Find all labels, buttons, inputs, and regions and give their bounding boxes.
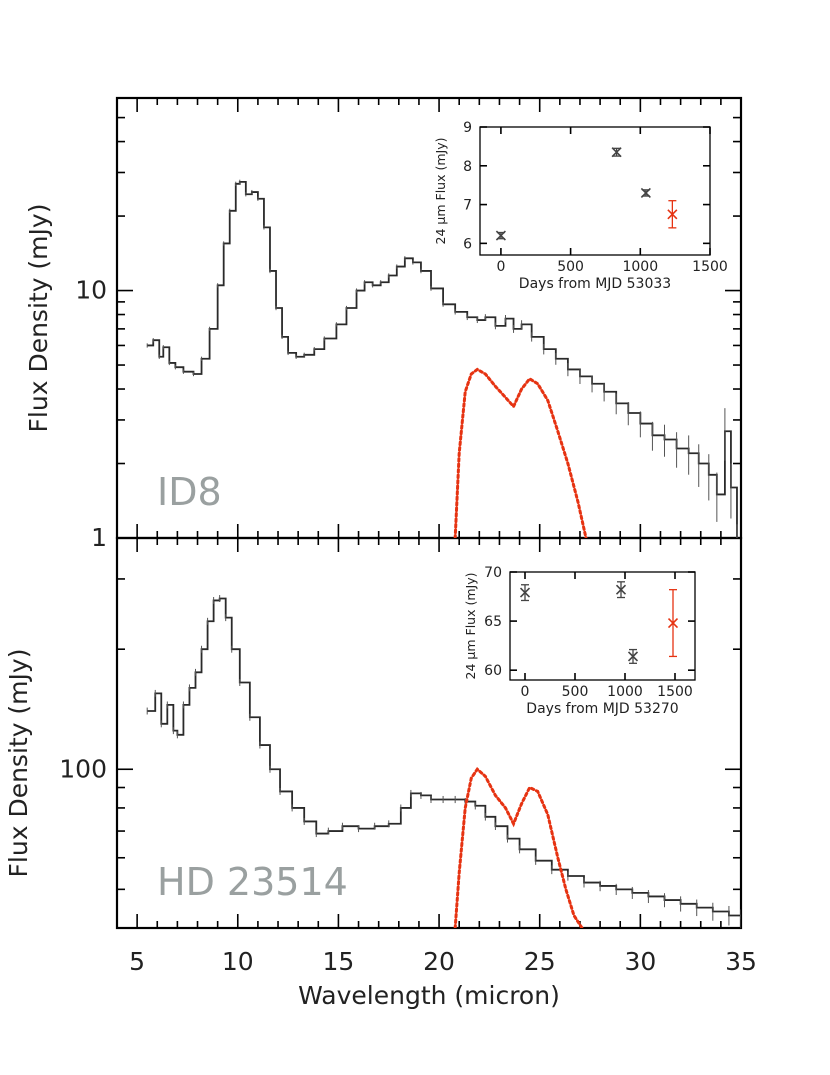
inset-y-label: 24 µm Flux (mJy) [463, 573, 478, 680]
insets-layer: 0 500 1000 1500 6 7 8 9 Days from MJD 53033 24 µm… [433, 120, 728, 717]
inset-x-label: Days from MJD 53033 [519, 276, 671, 292]
inset-frame [479, 126, 711, 256]
inset-x-tick-label: 0 [521, 684, 530, 700]
inset-x-tick-label: 0 [496, 259, 505, 275]
inset-y-tick-label: 6 [463, 236, 472, 252]
panel-hd23514-plot [146, 595, 741, 928]
inset-y-tick-label: 8 [463, 159, 472, 175]
inset-x-tick-label: 1000 [622, 259, 658, 275]
panel-id8-plot [146, 179, 738, 538]
y-tick-label: 1 [91, 523, 107, 552]
inset-x-label: Days from MJD 53270 [526, 701, 678, 717]
spectra-layer [146, 179, 741, 928]
inset-data-point [667, 200, 678, 229]
inset-y-tick-label: 70 [484, 565, 502, 581]
x-tick-label: 15 [323, 947, 355, 976]
inset-data-point [667, 589, 679, 658]
inset-y-tick-label: 60 [484, 663, 502, 679]
panel-hd23514-label: HD 23514 [157, 860, 348, 904]
inset-data-point [519, 584, 531, 602]
x-tick-label: 5 [129, 947, 145, 976]
inset-x-tick-label: 500 [557, 259, 584, 275]
inset-y-label: 24 µm Flux (mJy) [433, 138, 448, 245]
x-tick-label: 20 [423, 947, 455, 976]
inset-x-tick-label: 1000 [607, 684, 643, 700]
inset-data-point [615, 581, 627, 599]
panel-hd23514-ylabel: Flux Density (mJy) [4, 649, 33, 878]
panel-hd23514-frame [115, 536, 743, 930]
inset-y-tick-label: 9 [463, 120, 472, 136]
x-tick-label: 30 [624, 947, 656, 976]
template-dotted-curve [453, 367, 588, 538]
inset-y-tick-label: 65 [484, 614, 502, 630]
x-axis-label: Wavelength (micron) [298, 981, 560, 1010]
inset-data-point [495, 230, 506, 241]
y-tick-label: 10 [75, 276, 107, 305]
inset-frame [509, 571, 696, 681]
inset-id8: 0 500 1000 1500 6 7 8 9 Days from MJD 53033 24 µm… [433, 120, 728, 292]
template-dotted-curve [453, 767, 584, 928]
y-tick-label: 100 [59, 754, 107, 783]
axis-ticks: 5 10 15 20 25 30 35 1 10 100 [59, 97, 757, 976]
inset-x-tick-label: 1500 [657, 684, 693, 700]
inset-x-tick-label: 500 [562, 684, 589, 700]
x-tick-label: 25 [524, 947, 556, 976]
inset-data-point [640, 187, 651, 199]
x-tick-label: 10 [222, 947, 254, 976]
panel-id8-label: ID8 [157, 470, 222, 514]
inset-data-point [627, 648, 639, 664]
inset-data-point [611, 147, 622, 158]
inset-x-tick-label: 1500 [692, 259, 728, 275]
x-tick-label: 35 [725, 947, 757, 976]
panel-id8-ylabel: Flux Density (mJy) [24, 204, 53, 433]
inset-hd23514: 0 500 1000 1500 60 65 70 Days from MJD 53270 24 … [463, 565, 696, 717]
inset-y-tick-label: 7 [463, 198, 472, 214]
